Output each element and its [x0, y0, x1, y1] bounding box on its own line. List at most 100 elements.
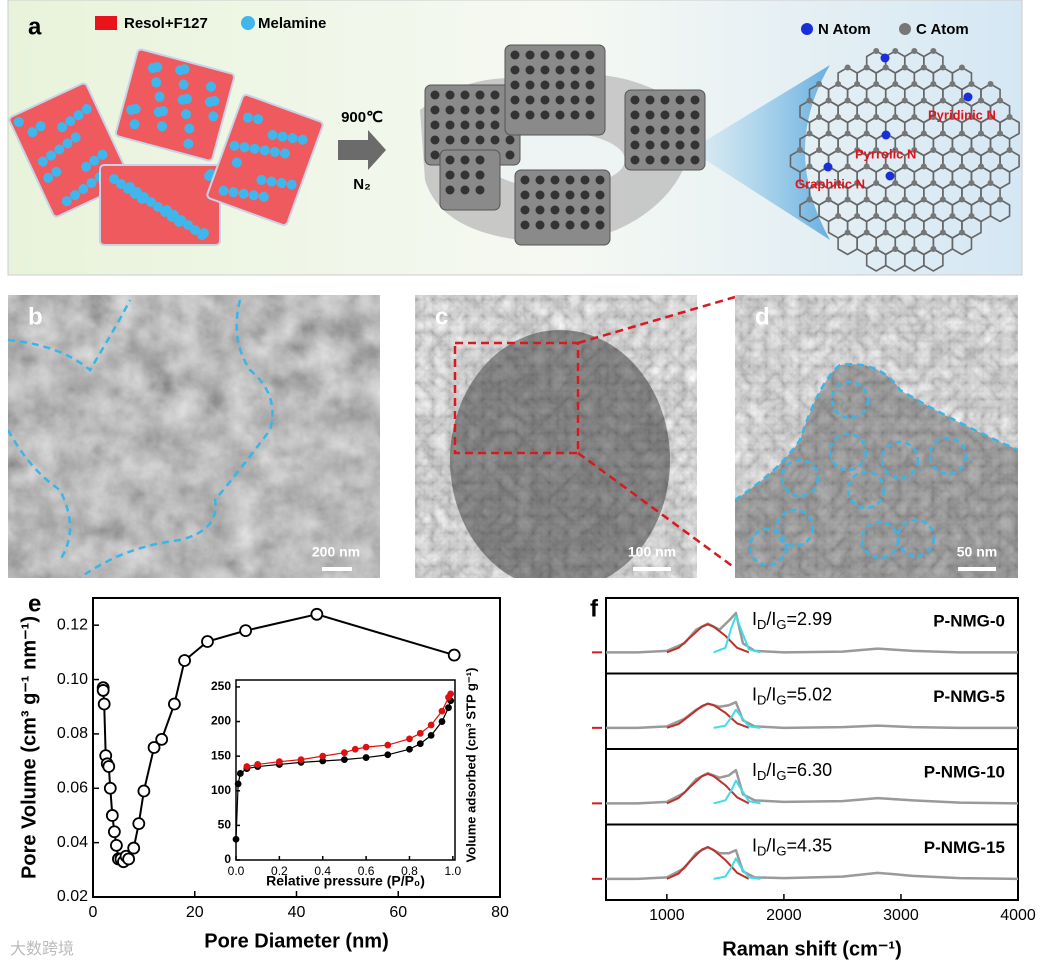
pore	[445, 105, 455, 115]
pore	[565, 175, 575, 185]
atom	[911, 81, 918, 87]
atom	[806, 130, 813, 137]
pore	[585, 80, 595, 90]
pore	[505, 150, 515, 160]
pore-outline	[780, 458, 820, 498]
atom	[987, 81, 994, 87]
atom	[958, 97, 965, 104]
pore	[510, 80, 520, 90]
atom	[1006, 147, 1013, 153]
atom	[939, 196, 946, 203]
atom	[873, 246, 880, 252]
atom	[958, 196, 965, 203]
particle	[206, 93, 324, 227]
y-tick-label: 0.02	[57, 888, 88, 905]
melamine	[167, 212, 177, 222]
atom	[920, 229, 927, 236]
melamine	[209, 96, 220, 107]
pore	[630, 110, 640, 120]
melamine	[70, 132, 81, 143]
atom	[854, 81, 861, 87]
panel-a: a Resol+F127 Melamine 900℃ N₂ N Atom C A…	[7, 0, 1023, 276]
panel-label: a	[28, 13, 42, 40]
data-point	[406, 735, 413, 743]
data-point	[341, 749, 348, 757]
melamine	[208, 111, 219, 122]
melamine	[256, 174, 267, 185]
x-tick-label: 0.6	[358, 864, 375, 878]
pore	[475, 105, 485, 115]
atom	[939, 64, 946, 71]
y-tick-label: 50	[218, 818, 232, 832]
watermark: 大数跨境	[10, 939, 74, 958]
data-point	[362, 743, 370, 751]
atom	[997, 130, 1004, 137]
pore	[565, 205, 575, 215]
y-tick-label: 0.08	[57, 725, 88, 742]
pore	[540, 95, 550, 105]
ratio-part: D	[757, 768, 766, 783]
ratio-part: /I	[766, 760, 776, 780]
spectrum	[666, 772, 750, 805]
melamine	[129, 119, 140, 130]
data-point	[97, 697, 111, 711]
hexagon	[951, 231, 973, 256]
pore	[595, 190, 605, 200]
site-label: Pyrrolic N	[855, 146, 916, 161]
spectrum	[666, 702, 750, 729]
atom	[949, 114, 956, 120]
x-tick-label: 80	[491, 904, 509, 921]
plot-frame	[605, 748, 1019, 826]
pore	[570, 65, 580, 75]
atom	[863, 64, 870, 71]
plot-frame	[235, 679, 456, 861]
ratio-part: D	[757, 617, 766, 632]
atom	[816, 81, 823, 87]
pore	[510, 110, 520, 120]
legend-label: C Atom	[916, 21, 969, 38]
melamine	[62, 138, 73, 149]
legend-swatch	[801, 23, 813, 35]
pore	[550, 220, 560, 230]
hexagon	[989, 198, 1011, 223]
scale-bar-label: 100 nm	[628, 544, 676, 560]
spectrum	[606, 768, 1019, 805]
melamine	[248, 190, 259, 201]
atom	[825, 130, 832, 137]
legend-swatch	[95, 16, 117, 30]
y-tick-label: 250	[211, 679, 231, 693]
pores	[748, 380, 968, 567]
pore	[565, 190, 575, 200]
pore	[445, 90, 455, 100]
melamine	[266, 176, 277, 187]
atom	[844, 229, 851, 236]
melamine	[178, 79, 189, 90]
ratio-part: I	[752, 684, 757, 704]
atom	[949, 180, 956, 186]
atom	[835, 81, 842, 87]
legend-label: N Atom	[818, 21, 871, 38]
data-point	[102, 760, 116, 773]
atom	[806, 97, 813, 104]
melamine	[89, 155, 100, 166]
x-tick-label: 0.8	[401, 864, 418, 878]
pore	[525, 65, 535, 75]
ratio-label: ID/IG=2.99	[752, 609, 832, 633]
panel-label: e	[28, 590, 41, 617]
x-tick-label: 0	[89, 904, 98, 921]
panel-label: c	[435, 303, 448, 330]
pore-outline	[846, 470, 886, 510]
melamine	[258, 191, 269, 202]
data-point	[137, 784, 151, 798]
atom	[892, 180, 899, 186]
melamine	[174, 217, 184, 227]
pore	[510, 65, 520, 75]
pore	[570, 50, 580, 60]
pore	[645, 95, 655, 105]
x-tick-label: 20	[186, 904, 204, 921]
site-label: Pyridinic N	[928, 107, 996, 122]
melamine	[27, 127, 38, 138]
atom	[939, 229, 946, 236]
pore	[660, 125, 670, 135]
atom	[949, 213, 956, 219]
